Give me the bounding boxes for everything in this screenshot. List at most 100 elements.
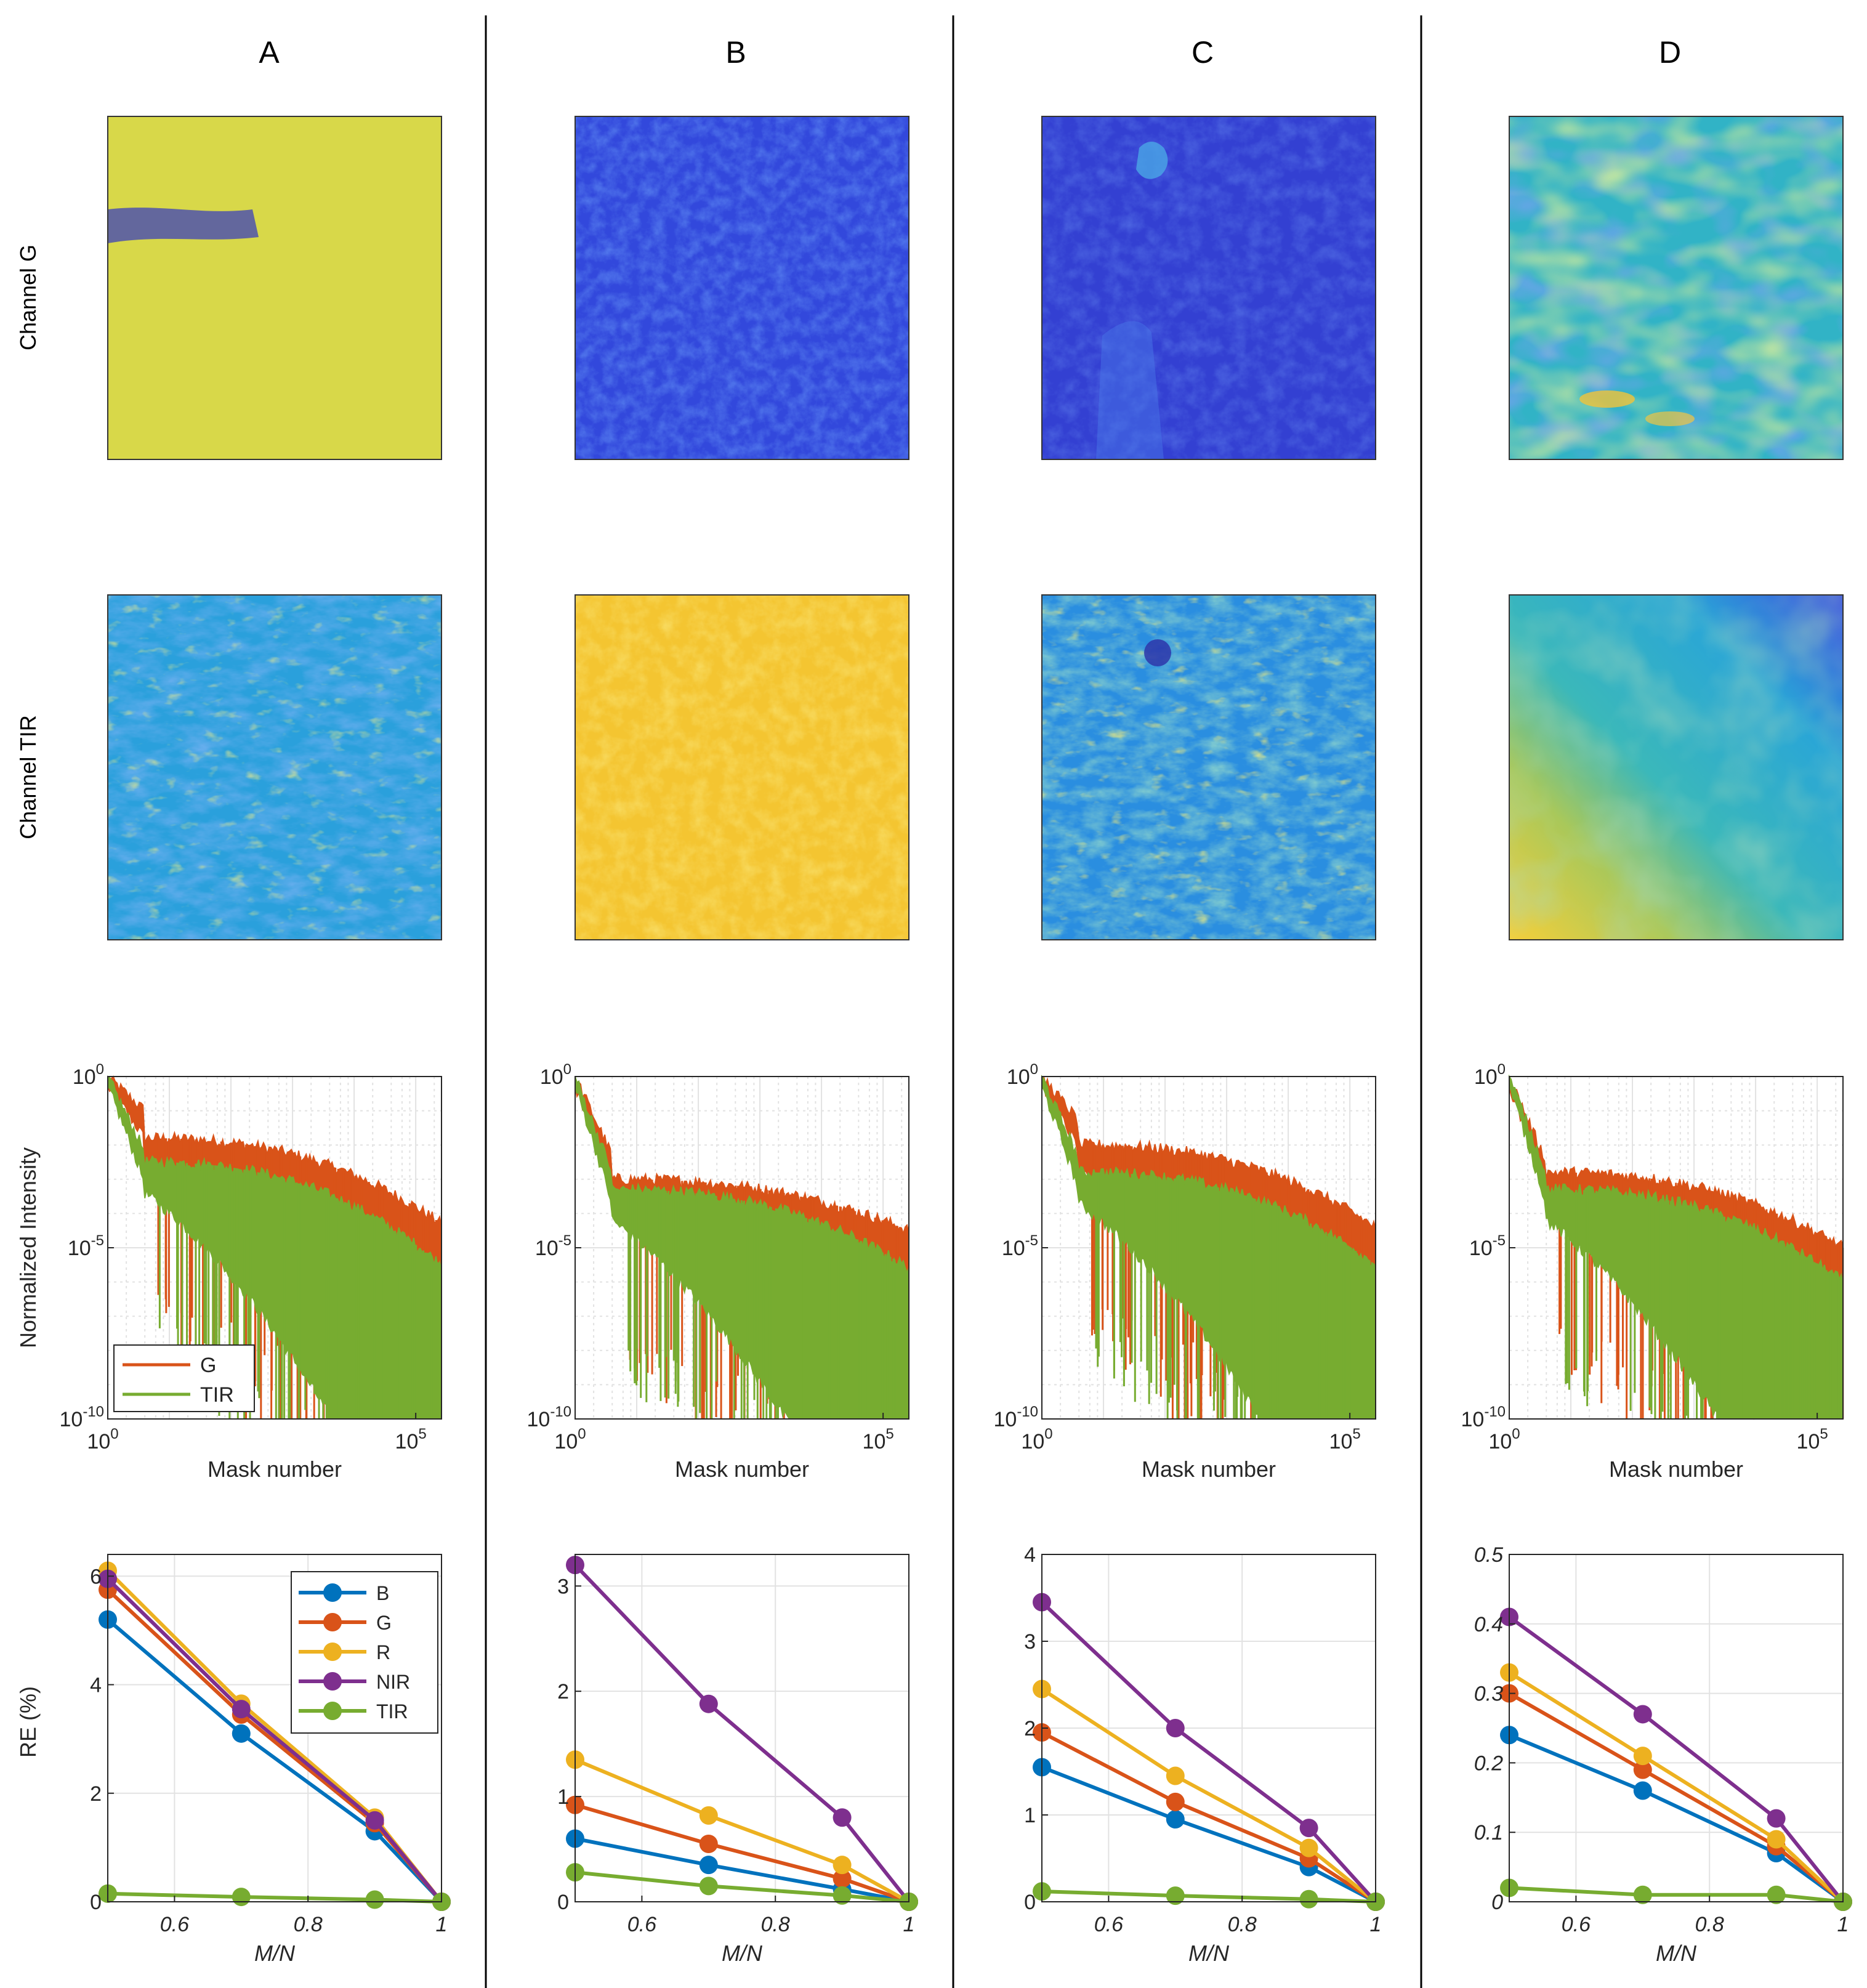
series-nir-point <box>1299 1819 1318 1838</box>
y-tick-label: 0 <box>1024 1891 1036 1914</box>
re-chart-d: 0 0.1 0.2 0.3 0.4 0.5 0.6 0.8 1 M/N <box>1474 1543 1852 1966</box>
y-tick-label: 0.1 <box>1474 1821 1503 1845</box>
y-axis-label: RE (%) <box>15 1686 41 1758</box>
legend-label-g: G <box>200 1354 216 1377</box>
column-label-c: C <box>1192 35 1214 70</box>
series-r-point <box>833 1856 852 1875</box>
series-b-line <box>1508 1733 1844 1904</box>
x-tick-label: 1 <box>1370 1913 1382 1936</box>
y-tick-label: 0 <box>90 1891 102 1914</box>
series-g-point <box>699 1835 718 1853</box>
legend-label-r: R <box>376 1641 390 1663</box>
x-tick-exp: 5 <box>418 1426 426 1442</box>
series-tir-point <box>365 1890 384 1909</box>
series-b-line <box>575 1836 909 1904</box>
y-tick-exp: -5 <box>1493 1232 1506 1249</box>
x-axis-label: M/N <box>254 1941 296 1966</box>
y-tick-base: 10 <box>1474 1065 1498 1089</box>
y-tick-base: 10 <box>59 1408 83 1431</box>
x-tick-base: 10 <box>554 1430 578 1453</box>
x-tick-label: 0.8 <box>1695 1913 1724 1936</box>
legend: BGR NIR TIR <box>291 1571 438 1734</box>
x-axis-label: Mask number <box>1609 1457 1743 1482</box>
y-tick-label: 100 <box>73 1061 104 1089</box>
series-b-point <box>1633 1781 1652 1800</box>
y-tick-label: 10-10 <box>526 1404 571 1431</box>
series-nir-point <box>833 1808 852 1827</box>
y-tick-base: 10 <box>1002 1237 1025 1260</box>
row-label-channel-g: Channel G <box>15 244 41 350</box>
x-tick-label: 1 <box>903 1913 915 1936</box>
legend-marker-r <box>323 1643 342 1661</box>
x-tick-label: 105 <box>395 1426 427 1453</box>
y-tick-label: 0.5 <box>1474 1543 1503 1567</box>
x-axis-label: M/N <box>1188 1941 1230 1966</box>
re-chart-b: 0 1 2 3 0.6 0.8 1 M/N <box>557 1554 918 1966</box>
x-tick-label: 1 <box>1837 1913 1849 1936</box>
column-label-d: D <box>1659 35 1681 70</box>
x-tick-label: 0.8 <box>761 1913 790 1936</box>
relative-error-charts: 0 2 4 6 0.6 0.8 1 M/N RE (%) BGR NIR TIR 0 1 2 3 0.6 0.8 1… <box>15 1543 1852 1966</box>
series-tir-point <box>1299 1889 1318 1909</box>
plot-area <box>575 1554 909 1902</box>
y-tick-label: 10-5 <box>535 1232 571 1260</box>
y-tick-exp: -10 <box>83 1404 104 1420</box>
image-channel-tir-b <box>575 594 909 940</box>
series-g-point <box>833 1869 852 1888</box>
x-tick-label: 105 <box>863 1426 894 1453</box>
series-g-line <box>1041 1731 1377 1904</box>
series-b-line <box>1041 1765 1377 1904</box>
series-r-point <box>1166 1766 1185 1785</box>
series-tir-point <box>833 1886 852 1905</box>
series-tir-point <box>1767 1885 1786 1904</box>
re-chart-a: 0 2 4 6 0.6 0.8 1 M/N RE (%) BGR NIR TIR <box>15 1554 451 1966</box>
y-tick-exp: -5 <box>91 1232 104 1249</box>
x-tick-label: 0.6 <box>1094 1913 1123 1936</box>
x-tick-exp: 0 <box>1044 1426 1052 1442</box>
image-channel-g-c <box>1041 116 1376 460</box>
y-tick-label: 4 <box>90 1674 102 1697</box>
x-tick-exp: 5 <box>885 1426 893 1442</box>
x-tick-label: 100 <box>87 1426 118 1453</box>
y-tick-label: 3 <box>557 1575 569 1598</box>
series-tir-line <box>575 1870 909 1904</box>
y-tick-base: 10 <box>1007 1065 1030 1089</box>
y-tick-label: 10-5 <box>1469 1232 1506 1260</box>
y-tick-base: 10 <box>540 1065 563 1089</box>
x-tick-exp: 5 <box>1352 1426 1360 1442</box>
series-g-point <box>1166 1792 1185 1811</box>
y-tick-exp: -10 <box>1017 1404 1038 1420</box>
x-axis-label: M/N <box>722 1941 763 1966</box>
legend-marker-g <box>323 1613 342 1631</box>
y-tick-label: 100 <box>540 1061 571 1089</box>
legend-box <box>113 1344 255 1412</box>
image-channel-g-a <box>107 116 442 460</box>
image-channel-g-b <box>575 116 909 460</box>
series-nir-line <box>1040 1601 1377 1904</box>
legend-label-tir: TIR <box>200 1383 234 1407</box>
series-nir-point <box>1166 1719 1185 1737</box>
series-nir-line <box>106 1577 443 1903</box>
series-tir-point <box>699 1877 718 1896</box>
y-tick-exp: -5 <box>558 1232 571 1249</box>
y-tick-label: 2 <box>1024 1717 1036 1740</box>
x-tick-base: 10 <box>863 1430 886 1453</box>
x-tick-label: 0.8 <box>1228 1913 1257 1936</box>
y-tick-label: 3 <box>1024 1630 1036 1654</box>
y-tick-label: 0 <box>557 1891 569 1914</box>
series-nir-point <box>365 1811 384 1830</box>
x-tick-label: 105 <box>1797 1426 1828 1453</box>
x-tick-base: 10 <box>1329 1430 1353 1453</box>
x-tick-label: 100 <box>1021 1426 1052 1453</box>
series-g-line <box>1508 1691 1844 1904</box>
x-tick-label: 105 <box>1329 1426 1361 1453</box>
series-nir-line <box>573 1564 911 1903</box>
y-tick-label: 2 <box>557 1680 569 1703</box>
y-tick-label: 2 <box>90 1782 102 1806</box>
series-g-point <box>1633 1760 1652 1779</box>
re-chart-c: 0 1 2 3 4 0.6 0.8 1 M/N <box>1024 1543 1385 1966</box>
legend-marker-b <box>323 1583 342 1602</box>
y-tick-exp: -10 <box>1484 1404 1506 1420</box>
